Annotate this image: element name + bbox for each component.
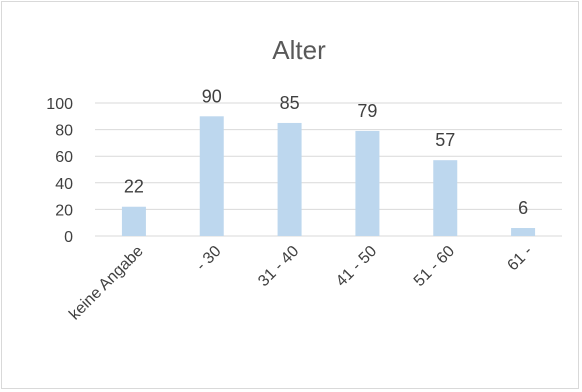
bar [511, 228, 536, 236]
y-tick-label: 80 [55, 123, 73, 140]
gridlines [95, 102, 562, 237]
category-label: - 30 [193, 243, 225, 275]
chart-title: Alter [272, 35, 326, 65]
data-labels: 22 90 85 79 57 6 [124, 86, 528, 218]
data-label: 85 [280, 93, 300, 113]
bar [199, 116, 224, 236]
x-axis-categories: keine Angabe - 30 31 - 40 41 - 50 51 - 60 61 … [66, 243, 536, 324]
bar [355, 130, 380, 236]
bar [433, 160, 458, 236]
data-label: 90 [202, 86, 222, 106]
category-label: 51 - 60 [411, 243, 458, 290]
bars [121, 116, 536, 236]
y-tick-label: 20 [55, 202, 73, 219]
data-label: 6 [518, 198, 528, 218]
bar [277, 122, 302, 236]
category-label: 41 - 50 [333, 243, 380, 290]
y-tick-label: 100 [46, 96, 73, 113]
bar [121, 206, 146, 236]
data-label: 22 [124, 177, 144, 197]
y-axis-ticks: 0 20 40 60 80 100 [46, 96, 73, 246]
y-tick-label: 60 [55, 149, 73, 166]
y-tick-label: 40 [55, 176, 73, 193]
category-label: 61 - [504, 243, 536, 275]
data-label: 79 [357, 101, 377, 121]
category-label: keine Angabe [66, 243, 147, 324]
y-tick-label: 0 [64, 229, 73, 246]
category-label: 31 - 40 [255, 243, 302, 290]
data-label: 57 [435, 130, 455, 150]
